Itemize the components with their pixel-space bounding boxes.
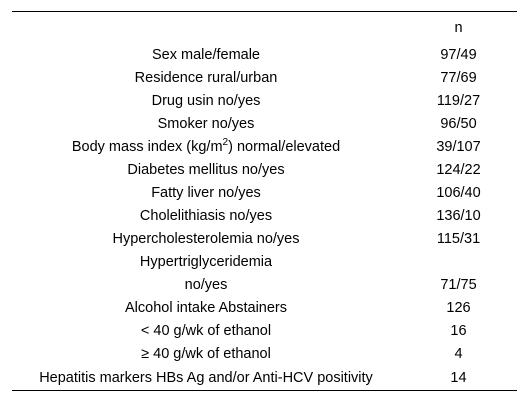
row-label: Hypercholesterolemia no/yes <box>112 231 300 247</box>
table-row: Hepatitis markers HBs Ag and/or Anti-HCV… <box>12 366 517 390</box>
row-label: Residence rural/urban <box>134 70 278 86</box>
table-row: Fatty liver no/yes 106/40 <box>12 182 517 205</box>
characteristics-table: n Sex male/female 97/49 Residence rural/… <box>12 12 517 390</box>
row-label: Body mass index (kg/m2) normal/elevated <box>12 136 400 159</box>
row-label: Cholelithiasis no/yes <box>139 208 273 224</box>
table-row: Hypercholesterolemia no/yes 115/31 <box>12 228 517 251</box>
row-label: Fatty liver no/yes <box>151 185 261 201</box>
label-post: ) normal/elevated <box>228 139 341 155</box>
row-label: < 40 g/wk of ethanol <box>140 323 272 339</box>
row-value: 96/50 <box>440 116 477 132</box>
table-row: Smoker no/yes 96/50 <box>12 113 517 136</box>
row-label: Sex male/female <box>152 47 260 63</box>
header-variable <box>12 12 400 44</box>
row-value: 106/40 <box>436 185 481 201</box>
row-value: 77/69 <box>440 70 477 86</box>
row-label: no/yes <box>184 277 228 293</box>
table-header-row: n <box>12 12 517 44</box>
table-row: Sex male/female 97/49 <box>12 44 517 67</box>
row-value: 126 <box>446 300 471 316</box>
table-row: Hypertriglyceridemia <box>12 251 517 274</box>
characteristics-table-container: n Sex male/female 97/49 Residence rural/… <box>12 11 517 391</box>
row-label: Alcohol intake Abstainers <box>124 300 287 316</box>
row-value: 71/75 <box>440 277 477 293</box>
table-row: Residence rural/urban 77/69 <box>12 67 517 90</box>
row-value: 119/27 <box>436 93 481 109</box>
label-pre: Body mass index (kg/m <box>71 139 223 155</box>
row-value: 136/10 <box>436 208 481 224</box>
row-value: 115/31 <box>436 231 481 247</box>
table-row: Alcohol intake Abstainers 126 <box>12 297 517 320</box>
table-row: no/yes 71/75 <box>12 274 517 297</box>
table-row: < 40 g/wk of ethanol 16 <box>12 320 517 343</box>
table-row: Cholelithiasis no/yes 136/10 <box>12 205 517 228</box>
row-value: 4 <box>454 346 463 362</box>
row-label: Hepatitis markers HBs Ag and/or Anti-HCV… <box>39 369 373 386</box>
row-value: 16 <box>450 323 467 339</box>
header-n: n <box>454 20 463 36</box>
table-row: Diabetes mellitus no/yes 124/22 <box>12 159 517 182</box>
row-value <box>400 251 517 274</box>
row-value: 124/22 <box>436 162 481 178</box>
table-row: Body mass index (kg/m2) normal/elevated … <box>12 136 517 159</box>
table-row: Drug usin no/yes 119/27 <box>12 90 517 113</box>
row-label: Diabetes mellitus no/yes <box>127 162 285 178</box>
row-label: Hypertriglyceridemia <box>139 254 273 270</box>
row-value: 39/107 <box>436 139 481 155</box>
label-superscript: 2 <box>222 137 229 149</box>
row-value: 97/49 <box>440 47 477 63</box>
table-row: ≥ 40 g/wk of ethanol 4 <box>12 343 517 366</box>
row-label: Drug usin no/yes <box>151 93 261 109</box>
row-value: 14 <box>450 369 467 386</box>
row-label: ≥ 40 g/wk of ethanol <box>141 346 271 362</box>
row-label: Smoker no/yes <box>157 116 255 132</box>
